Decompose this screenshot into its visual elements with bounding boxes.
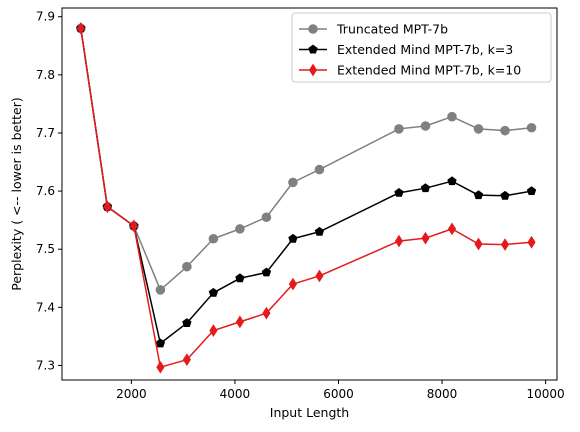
data-point xyxy=(235,315,244,329)
y-tick-label: 7.3 xyxy=(36,358,55,372)
y-tick-label: 7.4 xyxy=(36,300,55,314)
data-point xyxy=(76,22,85,35)
legend-box xyxy=(291,12,552,83)
data-point xyxy=(182,318,192,328)
series-line xyxy=(80,28,532,291)
data-point xyxy=(261,267,272,277)
y-tick-label: 7.7 xyxy=(36,126,55,140)
data-point xyxy=(314,226,325,236)
x-axis-ticks: 2000 4000 6000 8000 10000 xyxy=(116,380,565,401)
x-axis-label: Input Length xyxy=(270,405,349,420)
data-point xyxy=(288,233,298,243)
data-point xyxy=(262,306,271,320)
x-tick-label: 6000 xyxy=(323,387,354,401)
legend-marker xyxy=(308,44,318,54)
data-point xyxy=(473,190,484,200)
y-tick-label: 7.8 xyxy=(36,68,55,82)
legend-entry-label: Truncated MPT-7b xyxy=(336,22,448,37)
data-point xyxy=(288,177,298,188)
y-tick-label: 7.5 xyxy=(36,242,55,256)
data-point xyxy=(155,338,166,348)
y-axis-ticks: 7.3 7.4 7.5 7.6 7.7 7.8 7.9 xyxy=(36,10,62,372)
data-point xyxy=(394,124,404,134)
data-point xyxy=(474,237,483,251)
data-point xyxy=(394,234,404,248)
legend-entry-label: Extended Mind MPT-7b, k=10 xyxy=(337,63,521,78)
data-point xyxy=(315,269,324,283)
x-tick-label: 4000 xyxy=(220,387,251,401)
data-point xyxy=(420,121,431,131)
data-point xyxy=(129,219,138,233)
legend-marker xyxy=(308,24,318,34)
series-line xyxy=(80,28,532,345)
data-point xyxy=(156,360,165,374)
x-tick-label: 8000 xyxy=(427,387,458,401)
data-point xyxy=(208,233,219,244)
data-point xyxy=(208,287,219,297)
data-point xyxy=(394,187,404,197)
y-tick-label: 7.9 xyxy=(36,10,55,24)
data-point xyxy=(314,164,325,175)
data-point xyxy=(500,238,510,251)
data-point xyxy=(526,186,537,196)
data-point xyxy=(500,125,510,136)
y-tick-label: 7.6 xyxy=(36,184,55,198)
plot-frame xyxy=(61,7,558,381)
data-point xyxy=(500,190,510,200)
data-point xyxy=(182,353,191,366)
series-3 xyxy=(76,22,536,374)
data-point xyxy=(103,200,112,214)
data-point xyxy=(155,285,166,295)
data-point xyxy=(421,231,430,245)
data-point xyxy=(182,261,192,272)
y-axis-label: Perplexity ( <-- lower is better) xyxy=(9,97,24,291)
data-point xyxy=(527,235,536,249)
x-tick-label: 2000 xyxy=(116,387,147,401)
data-point xyxy=(447,111,457,122)
series-layer xyxy=(76,22,537,374)
data-point xyxy=(235,273,245,283)
x-tick-label: 10000 xyxy=(527,387,565,401)
data-point xyxy=(288,277,298,291)
legend-entry-label: Extended Mind MPT-7b, k=3 xyxy=(337,42,513,57)
data-point xyxy=(526,122,537,133)
data-point xyxy=(447,176,457,186)
data-point xyxy=(235,224,245,234)
data-point xyxy=(209,324,218,337)
legend-marker xyxy=(308,63,318,77)
data-point xyxy=(473,124,484,134)
series-line xyxy=(80,28,532,368)
legend: Truncated MPT-7b Extended Mind MPT-7b, k=… xyxy=(291,12,552,83)
data-point xyxy=(420,183,431,193)
data-point xyxy=(261,212,272,223)
data-point xyxy=(447,222,457,236)
series-2 xyxy=(76,23,537,348)
